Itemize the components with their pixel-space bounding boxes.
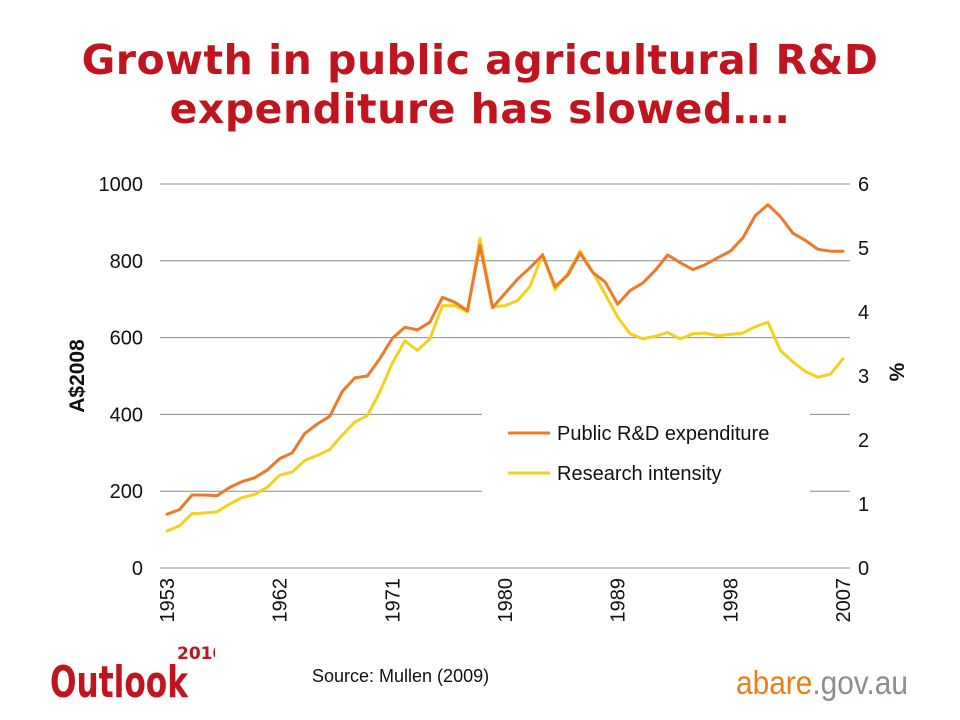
y2-tick-label: 3 — [858, 366, 869, 388]
abare-logo-part-2: .gov.au — [812, 664, 908, 701]
legend-label-public-rd-expenditure: Public R&D expenditure — [557, 423, 769, 445]
y2-axis-title: % — [886, 362, 909, 381]
y-tick-label: 200 — [110, 481, 143, 503]
x-tick-label: 1998 — [720, 578, 742, 623]
x-tick-label: 1980 — [495, 578, 517, 623]
y-tick-label: 0 — [132, 558, 143, 580]
y2-tick-label: 1 — [858, 494, 869, 516]
y2-tick-label: 4 — [858, 302, 869, 324]
y-axis-title: A$2008 — [66, 339, 89, 413]
y2-tick-label: 5 — [858, 238, 869, 260]
slide-title: Growth in public agricultural R&D expend… — [0, 36, 960, 134]
series-line-research-intensity — [165, 236, 845, 533]
outlook-logo-year: 2010 — [177, 644, 215, 664]
y-tick-label: 600 — [110, 328, 143, 350]
y2-tick-label: 6 — [858, 174, 869, 196]
outlook-logo-word: Outlook — [50, 657, 189, 705]
legend-background — [482, 413, 810, 493]
y-tick-label: 400 — [110, 404, 143, 426]
source-note: Source: Mullen (2009) — [312, 666, 490, 686]
x-tick-label: 2007 — [833, 578, 855, 623]
svg-text:abare.gov.au: abare.gov.au — [736, 664, 908, 701]
legend-label-research-intensity: Research intensity — [557, 463, 722, 485]
abare-logo-part-1: abare — [736, 664, 812, 701]
y-tick-label: 800 — [110, 251, 143, 273]
y2-tick-label: 0 — [858, 558, 869, 580]
x-tick-label: 1989 — [608, 578, 630, 623]
y-tick-label: 1000 — [99, 174, 144, 196]
series-line-public-rd-expenditure — [165, 203, 845, 516]
y2-tick-label: 2 — [858, 430, 869, 452]
title-line-2: expenditure has slowed…. — [169, 85, 791, 133]
abare-gov-au-logo: abare.gov.au — [736, 664, 908, 701]
title-line-1: Growth in public agricultural R&D — [81, 36, 879, 84]
x-tick-label: 1953 — [157, 578, 179, 623]
outlook-2010-logo: Outlook 2010 — [47, 633, 215, 705]
x-tick-label: 1962 — [270, 578, 292, 623]
x-tick-label: 1971 — [382, 578, 404, 623]
